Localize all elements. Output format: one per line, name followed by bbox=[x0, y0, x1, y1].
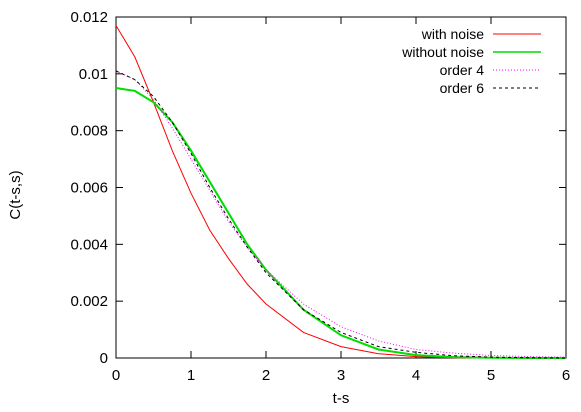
y-tick-label: 0.008 bbox=[70, 123, 108, 140]
y-axis-label: C(t-s,s) bbox=[7, 170, 24, 219]
series-line-without-noise bbox=[115, 87, 566, 359]
x-tick-label: 1 bbox=[187, 367, 195, 384]
x-tick-label: 5 bbox=[487, 367, 495, 384]
y-tick-label: 0.01 bbox=[79, 66, 108, 83]
x-tick-label: 0 bbox=[112, 367, 120, 384]
x-tick-label: 6 bbox=[562, 367, 570, 384]
y-tick-label: 0.002 bbox=[70, 293, 108, 310]
y-tick-label: 0.006 bbox=[70, 180, 108, 197]
y-tick-label: 0 bbox=[100, 350, 108, 367]
series-line-order-6 bbox=[115, 70, 567, 359]
series-layer bbox=[115, 25, 567, 359]
plot-frame bbox=[115, 16, 567, 359]
y-tick-label: 0.012 bbox=[70, 9, 108, 26]
y-axis: 0 0.002 0.004 0.006 0.008 0.01 0.012 bbox=[70, 9, 566, 367]
y-tick-label: 0.004 bbox=[70, 236, 108, 253]
x-tick-label: 4 bbox=[412, 367, 420, 384]
x-tick-label: 3 bbox=[337, 367, 345, 384]
legend-label: order 6 bbox=[440, 80, 485, 96]
legend-label: with noise bbox=[421, 26, 484, 42]
x-tick-label: 2 bbox=[262, 367, 270, 384]
x-axis: 0 1 2 3 4 5 6 bbox=[112, 17, 570, 384]
legend-label: without noise bbox=[401, 44, 484, 60]
legend-label: order 4 bbox=[440, 62, 485, 78]
series-line-with-noise bbox=[115, 25, 566, 359]
series-line-order-4 bbox=[115, 70, 567, 358]
x-axis-label: t-s bbox=[333, 390, 350, 407]
legend: with noise without noise order 4 order 6 bbox=[401, 26, 541, 96]
